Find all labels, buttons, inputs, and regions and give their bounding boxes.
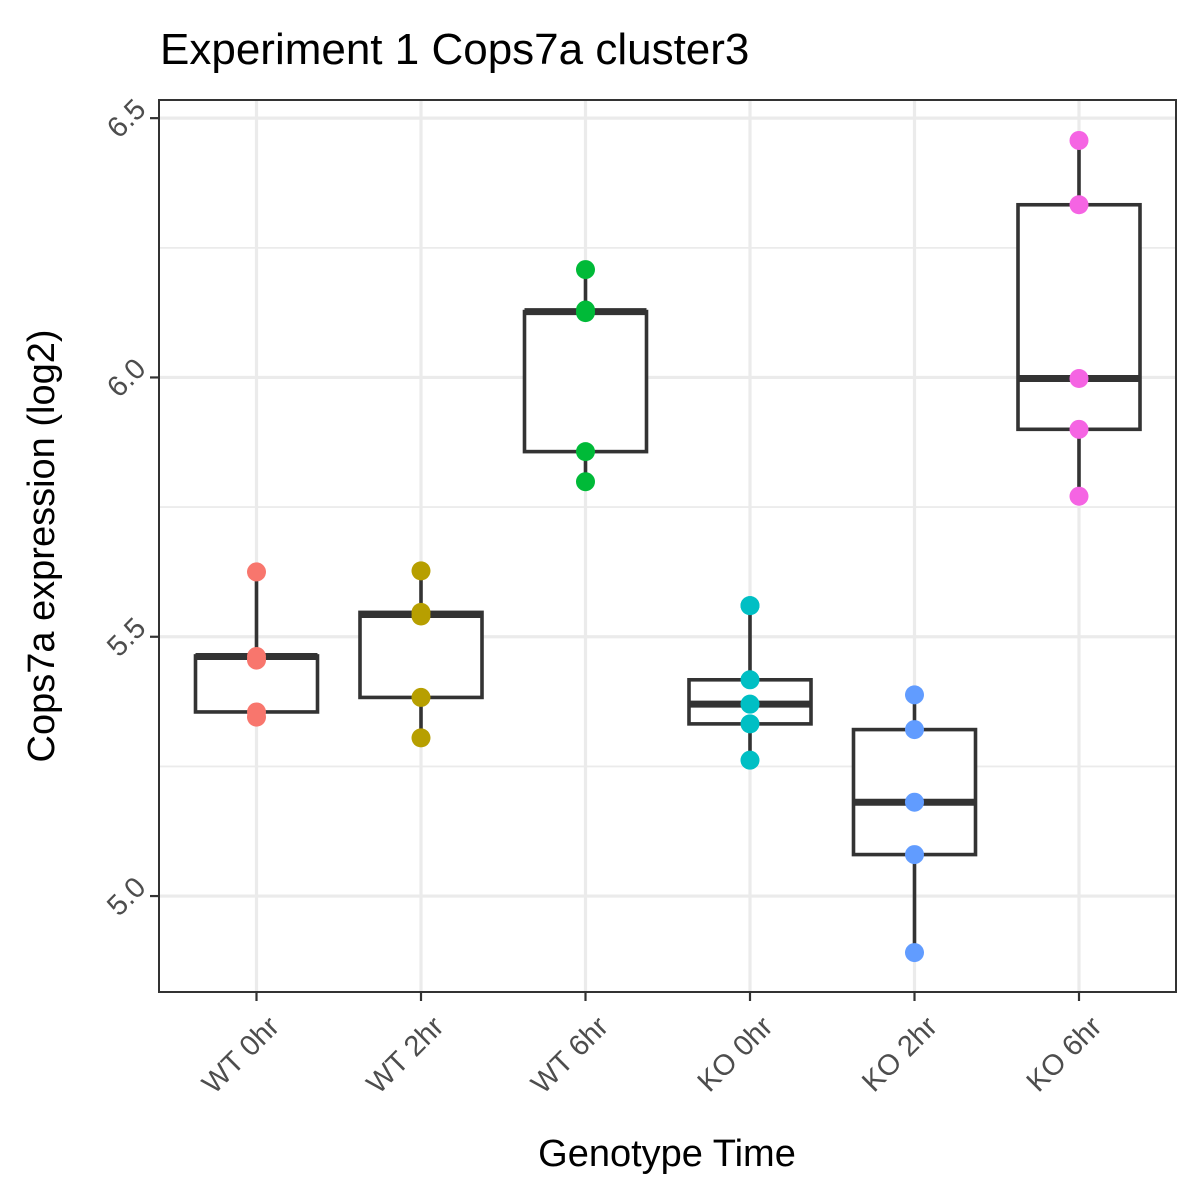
data-point	[905, 845, 924, 865]
data-point	[1069, 130, 1089, 150]
data-point	[247, 707, 266, 727]
box	[1016, 202, 1142, 432]
x-axis-title: Genotype Time	[538, 1133, 796, 1175]
data-point	[1069, 368, 1089, 388]
data-point	[740, 670, 760, 690]
x-tick-label: WT 6hr	[525, 1010, 615, 1100]
box-group-6	[1016, 140, 1142, 497]
boxplot-boxes	[193, 140, 1142, 953]
y-axis-title: Cops7a expression (log2)	[21, 329, 63, 762]
y-tick-label: 5.0	[101, 871, 152, 922]
x-axis: WT 0hr WT 2hr WT 6hr KO 0hr KO 2hr KO 6hr	[196, 992, 1109, 1100]
data-point	[740, 694, 760, 714]
grid-lines	[159, 100, 1176, 992]
chart-title: Experiment 1 Cops7a cluster3	[160, 25, 749, 74]
data-points	[247, 130, 1089, 963]
box-group-2	[358, 570, 484, 738]
data-point	[576, 303, 595, 323]
data-point	[905, 685, 924, 705]
data-point	[1069, 486, 1089, 506]
data-point	[905, 943, 924, 963]
x-tick-label: KO 6hr	[1021, 1010, 1109, 1098]
data-point	[411, 728, 431, 748]
data-point	[576, 442, 595, 462]
data-point	[247, 650, 266, 670]
box-group-1	[193, 571, 320, 718]
y-axis: 5.0 5.5 6.0 6.5	[101, 93, 159, 922]
box	[522, 309, 649, 454]
data-point	[740, 714, 760, 734]
x-tick-label: WT 2hr	[361, 1010, 451, 1100]
data-point	[576, 260, 595, 280]
box	[851, 727, 978, 857]
data-point	[905, 720, 924, 740]
data-point	[740, 750, 760, 770]
data-point	[411, 561, 431, 581]
data-point	[411, 687, 431, 707]
data-point	[411, 606, 431, 626]
data-point	[247, 562, 266, 582]
data-point	[1069, 419, 1089, 439]
data-point	[905, 792, 924, 812]
y-tick-label: 6.5	[101, 93, 152, 144]
x-tick-label: WT 0hr	[196, 1010, 286, 1100]
x-tick-label: KO 2hr	[856, 1010, 944, 1098]
y-tick-label: 5.5	[101, 612, 152, 663]
x-tick-label: KO 0hr	[692, 1010, 780, 1098]
data-point	[576, 472, 595, 492]
data-point	[740, 596, 760, 616]
y-tick-label: 6.0	[101, 353, 152, 404]
panel-border	[158, 99, 1177, 993]
data-point	[1069, 195, 1089, 215]
